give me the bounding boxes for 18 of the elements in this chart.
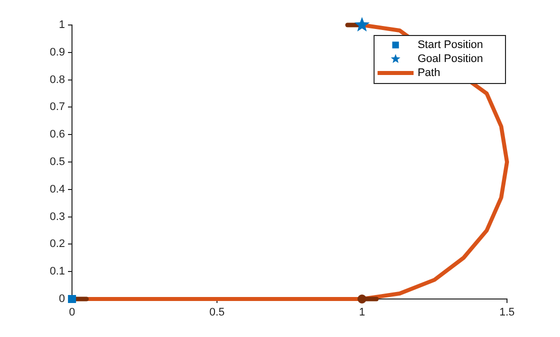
y-tick-label: 0.7 xyxy=(50,101,65,114)
x-tick-label: 1 xyxy=(358,306,366,319)
x-tick-label: 0.5 xyxy=(209,306,225,319)
y-tick-label: 0 xyxy=(58,293,65,306)
y-tick-label: 0.1 xyxy=(50,266,65,278)
y-tick-label: 1 xyxy=(58,19,65,32)
y-tick-label: 0.5 xyxy=(50,156,65,168)
legend-label: Path xyxy=(418,67,440,80)
y-tick-label: 0.3 xyxy=(50,210,65,223)
x-tick-label: 0 xyxy=(68,306,76,319)
y-tick-label: 0.8 xyxy=(50,74,65,86)
legend-label: Goal Position xyxy=(418,53,484,66)
legend-label: Start Position xyxy=(418,39,483,52)
y-tick-label: 0.4 xyxy=(50,183,65,196)
y-tick-label: 0.2 xyxy=(50,238,65,250)
x-tick-label: 1.5 xyxy=(499,306,515,319)
y-tick-label: 0.6 xyxy=(50,128,65,141)
y-tick-label: 0.9 xyxy=(50,46,65,58)
